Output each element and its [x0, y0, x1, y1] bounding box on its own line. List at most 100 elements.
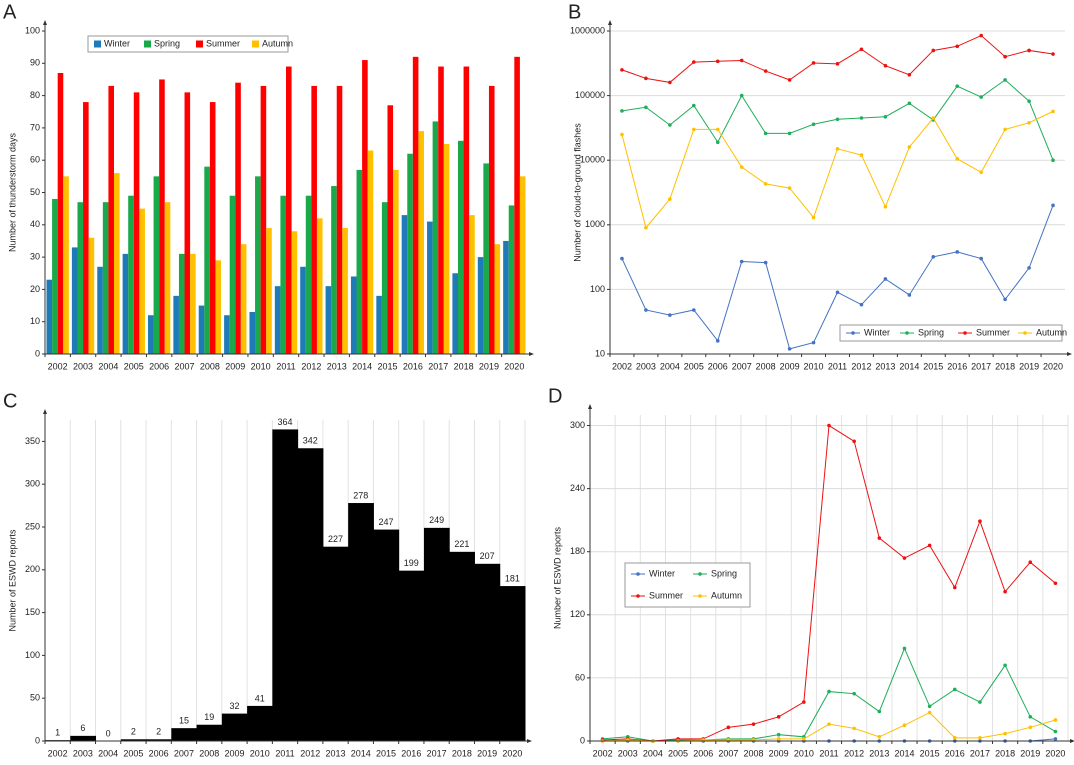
x-tick-label: 2011	[276, 361, 295, 371]
x-tick-label: 2010	[794, 748, 814, 758]
bar	[122, 253, 129, 354]
bar	[342, 228, 348, 354]
bar	[508, 205, 515, 354]
point	[787, 131, 792, 136]
x-tick-label: 2002	[48, 361, 68, 371]
x-tick-label: 2016	[403, 361, 423, 371]
x-tick-label: 2010	[250, 748, 270, 758]
panel: D Number of ESWD reports 0 60 120 180 240 300 20…	[548, 385, 1074, 758]
bar	[247, 705, 273, 741]
point	[1027, 266, 1031, 270]
y-tick-label: 100	[25, 650, 40, 660]
point	[1028, 715, 1033, 719]
x-tick-label: 2009	[780, 361, 800, 371]
point	[1003, 589, 1007, 594]
point	[620, 256, 624, 261]
value-label: 199	[404, 558, 419, 568]
point	[827, 722, 831, 726]
x-tick-label: 2015	[920, 748, 940, 758]
bar	[204, 166, 210, 354]
value-label: 249	[429, 515, 444, 525]
point	[1053, 581, 1058, 586]
x-tick-label: 2002	[593, 748, 613, 758]
bar	[133, 92, 140, 355]
bar	[336, 85, 343, 354]
point	[1027, 120, 1031, 125]
y-tick-label: 200	[25, 564, 40, 574]
bar	[373, 529, 400, 741]
point	[1027, 99, 1031, 103]
y-tick-label: 10000	[580, 155, 605, 165]
x-tick-label: 2004	[98, 361, 118, 371]
bar	[305, 195, 312, 354]
point	[1053, 718, 1058, 722]
point	[644, 76, 648, 81]
y-axis-title: Number of cloud-to-ground flashes	[572, 123, 582, 262]
legend-swatch	[94, 40, 101, 48]
panel-label: C	[3, 390, 17, 412]
x-tick-label: 2008	[199, 748, 219, 758]
bar	[300, 266, 306, 354]
x-tick-label: 2019	[1020, 748, 1040, 758]
y-tick-label: 10	[595, 348, 605, 358]
bar	[488, 85, 495, 354]
x-tick-label: 2014	[352, 361, 372, 371]
point	[979, 170, 983, 175]
x-tick-label: 2004	[643, 748, 663, 758]
x-tick-label: 2014	[894, 748, 914, 758]
point	[692, 308, 696, 312]
legend-swatch	[636, 572, 640, 576]
bar	[387, 105, 394, 354]
x-tick-label: 2007	[732, 361, 752, 371]
x-tick-label: 2017	[970, 748, 990, 758]
bar	[427, 221, 433, 354]
bar	[178, 253, 185, 354]
x-tick-label: 2012	[301, 361, 321, 371]
axis-arrow	[43, 20, 47, 25]
point	[931, 48, 936, 53]
x-tick-label: 2020	[1043, 361, 1063, 371]
point	[835, 62, 840, 66]
x-tick-label: 2004	[98, 748, 118, 758]
point	[827, 689, 831, 694]
x-tick-label: 2019	[479, 361, 499, 371]
value-label: 2	[131, 727, 136, 737]
point	[620, 68, 624, 72]
x-tick-label: 2003	[73, 361, 93, 371]
bar	[272, 429, 299, 741]
legend-label: Summer	[976, 327, 1010, 337]
bar	[198, 305, 205, 354]
y-tick-label: 300	[25, 479, 40, 489]
point	[979, 33, 983, 38]
x-tick-label: 2003	[618, 748, 638, 758]
x-tick-label: 2006	[149, 361, 169, 371]
x-tick-label: 2017	[428, 361, 448, 371]
point	[907, 101, 912, 106]
value-label: 1	[55, 728, 60, 738]
point	[931, 116, 936, 120]
point	[955, 250, 960, 254]
legend-box	[87, 35, 289, 53]
bar	[297, 448, 324, 741]
legend-label: Winter	[649, 568, 675, 578]
legend-swatch	[1023, 331, 1027, 335]
legend-swatch	[851, 331, 855, 335]
x-tick-label: 2018	[995, 361, 1015, 371]
point	[692, 103, 696, 108]
legend-label: Autumn	[262, 38, 293, 48]
x-tick-label: 2005	[668, 748, 688, 758]
value-label: 15	[179, 716, 189, 726]
bar	[196, 724, 223, 741]
point	[907, 293, 912, 297]
y-tick-label: 50	[30, 693, 40, 703]
value-label: 41	[255, 693, 265, 703]
point	[668, 313, 672, 317]
point	[644, 225, 648, 230]
bar	[316, 218, 323, 354]
point	[852, 691, 856, 696]
point	[668, 123, 672, 127]
bar	[57, 72, 64, 355]
point	[883, 114, 888, 119]
x-tick-label: 2006	[693, 748, 713, 758]
legend-label: Spring	[918, 327, 944, 337]
